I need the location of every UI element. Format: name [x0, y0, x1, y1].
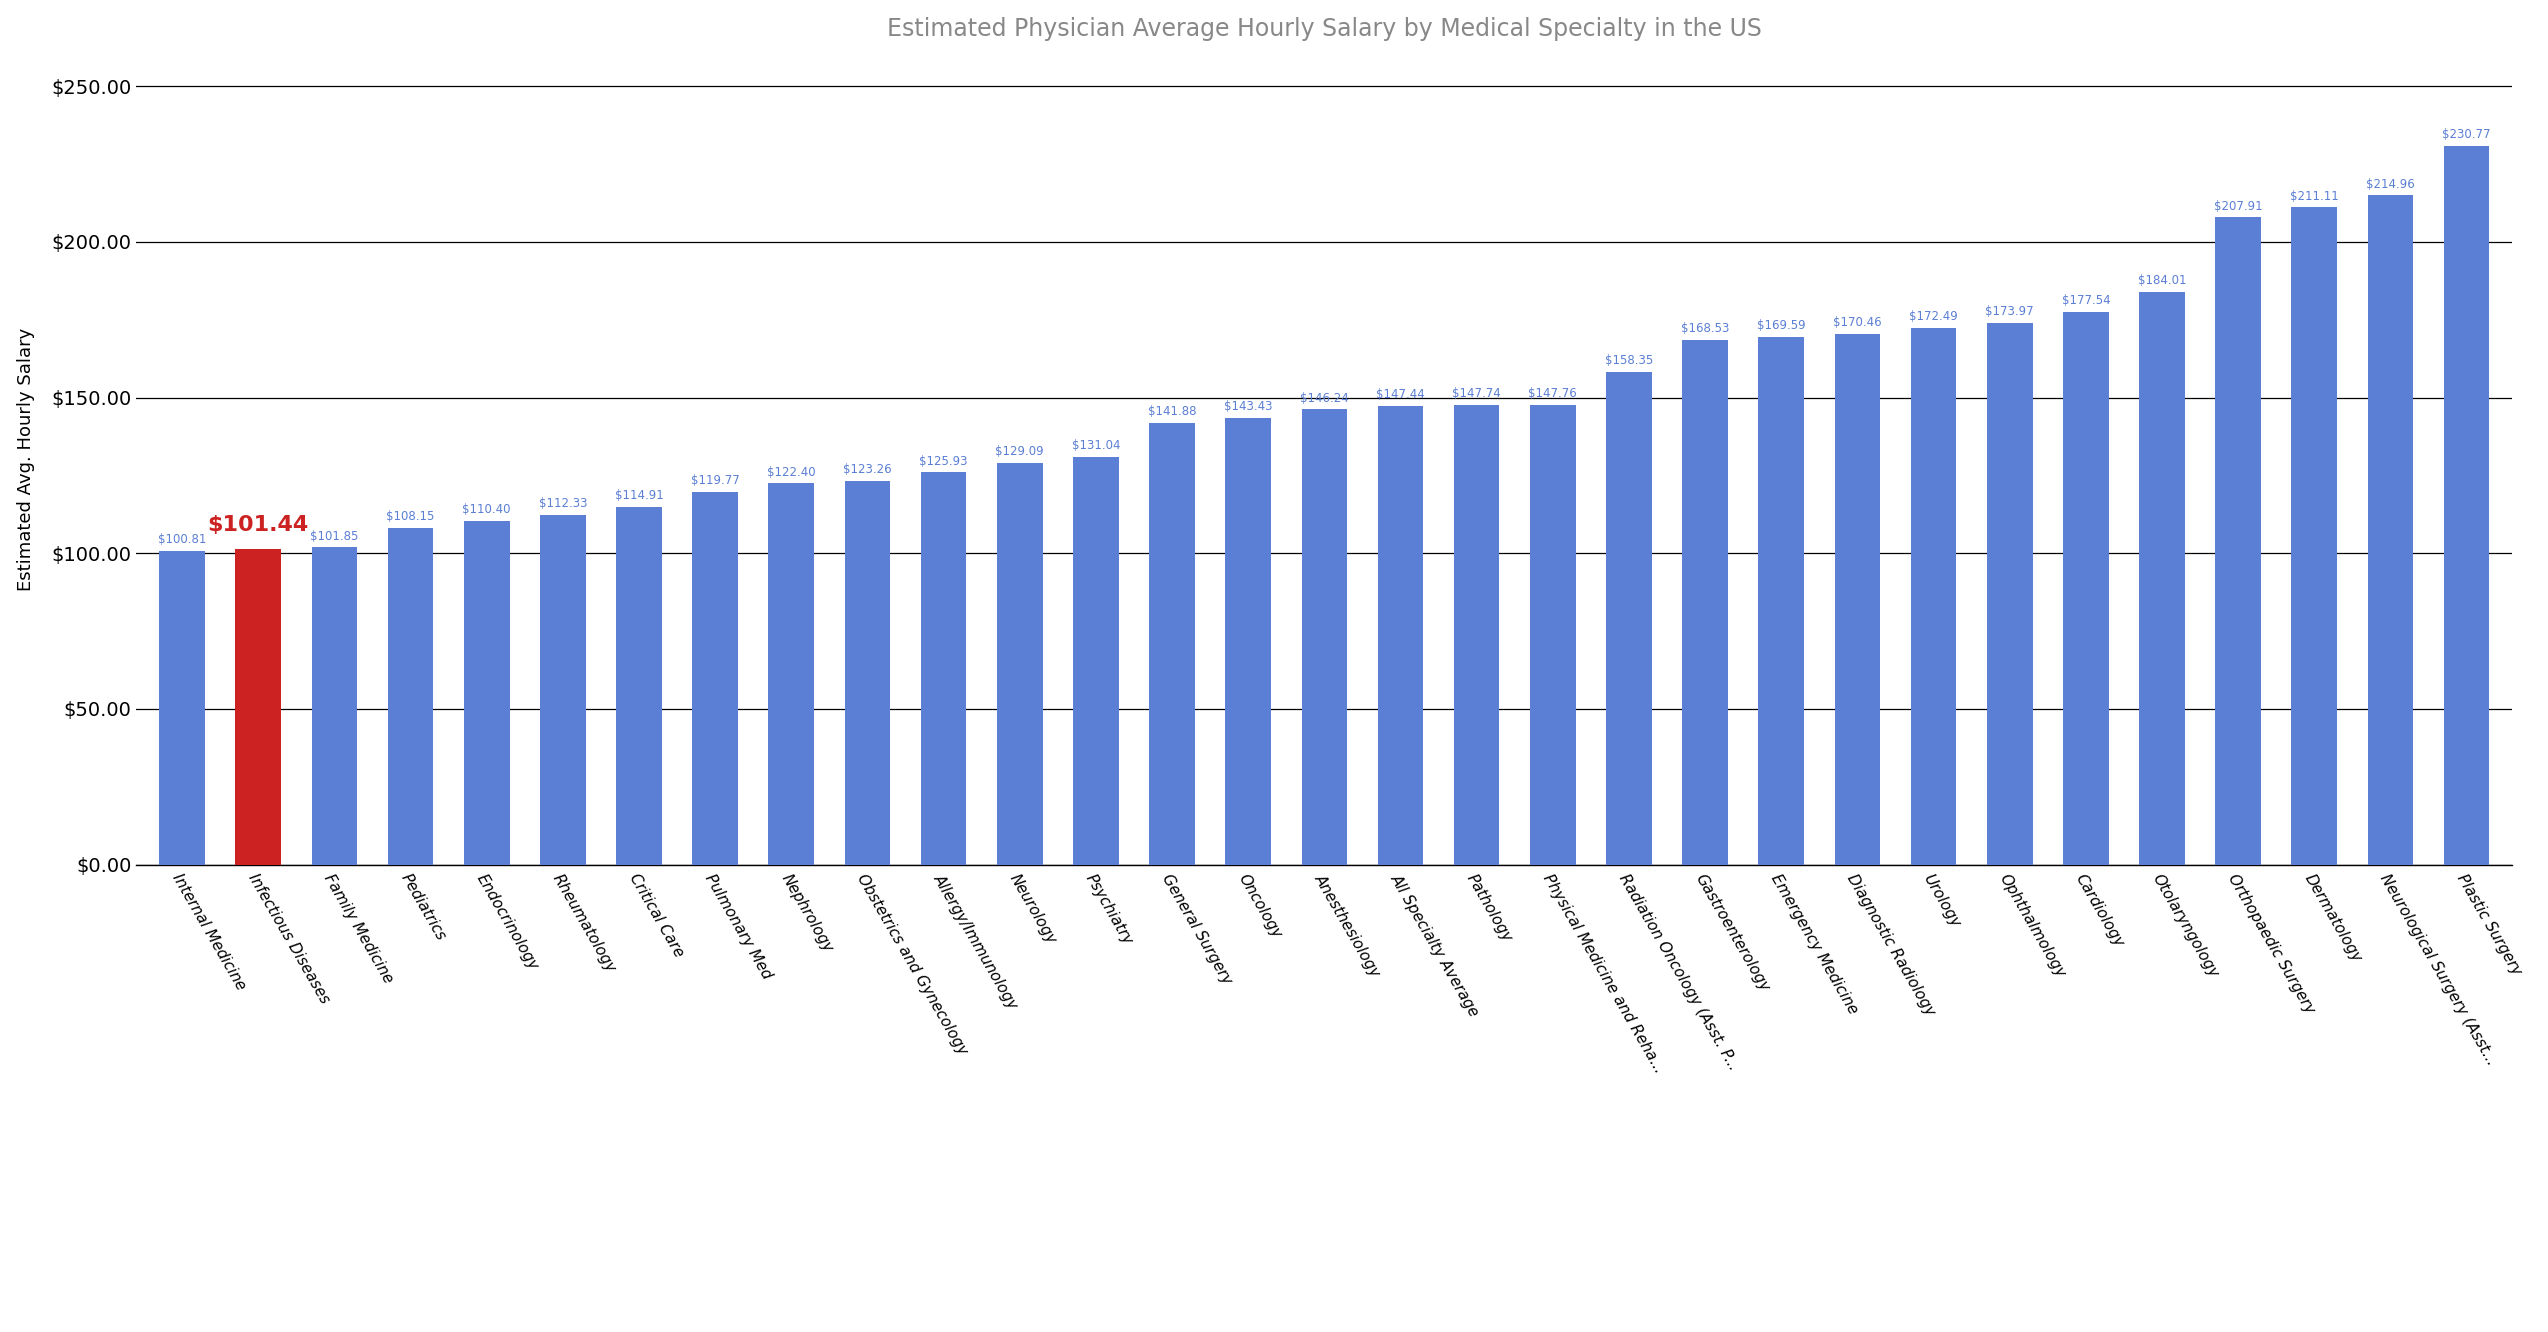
Bar — [2214, 217, 2260, 864]
Text: $100.81: $100.81 — [158, 533, 206, 546]
Text: $147.74: $147.74 — [1452, 386, 1501, 400]
Text: $172.49: $172.49 — [1908, 310, 1957, 322]
Bar — [996, 462, 1042, 864]
Text: $147.76: $147.76 — [1529, 386, 1577, 400]
Bar — [1226, 418, 1271, 864]
Bar — [1911, 328, 1957, 864]
Bar — [387, 527, 433, 864]
Text: $101.85: $101.85 — [311, 530, 359, 543]
Text: $119.77: $119.77 — [691, 474, 739, 488]
Bar — [1378, 405, 1424, 864]
Bar — [1529, 405, 1575, 864]
Text: $230.77: $230.77 — [2444, 128, 2492, 141]
Text: $131.04: $131.04 — [1073, 440, 1121, 452]
Bar — [234, 549, 280, 864]
Title: Estimated Physician Average Hourly Salary by Medical Specialty in the US: Estimated Physician Average Hourly Salar… — [887, 17, 1761, 41]
Bar — [693, 492, 739, 864]
Text: $112.33: $112.33 — [538, 497, 586, 510]
Bar — [617, 506, 662, 864]
Text: $141.88: $141.88 — [1147, 405, 1198, 418]
Text: $207.91: $207.91 — [2214, 200, 2263, 213]
Text: $122.40: $122.40 — [767, 466, 815, 478]
Text: $168.53: $168.53 — [1682, 322, 1730, 336]
Bar — [1605, 372, 1651, 864]
Bar — [464, 521, 510, 864]
Bar — [920, 473, 966, 864]
Text: $211.11: $211.11 — [2291, 189, 2339, 202]
Text: $147.44: $147.44 — [1376, 388, 1424, 401]
Bar — [2444, 147, 2489, 864]
Bar — [1758, 337, 1804, 864]
Bar — [1835, 334, 1880, 864]
Text: $146.24: $146.24 — [1299, 392, 1348, 405]
Bar — [2291, 208, 2337, 864]
Bar — [540, 515, 586, 864]
Bar — [311, 547, 357, 864]
Text: $158.35: $158.35 — [1605, 354, 1654, 366]
Bar — [1149, 422, 1195, 864]
Text: $214.96: $214.96 — [2367, 177, 2416, 190]
Text: $173.97: $173.97 — [1985, 305, 2033, 318]
Text: $129.09: $129.09 — [996, 445, 1045, 458]
Bar — [1073, 457, 1119, 864]
Text: $108.15: $108.15 — [387, 510, 436, 523]
Bar — [2064, 312, 2110, 864]
Text: $169.59: $169.59 — [1758, 318, 1807, 332]
Text: $110.40: $110.40 — [464, 503, 512, 517]
Bar — [843, 481, 889, 864]
Bar — [769, 484, 815, 864]
Text: $101.44: $101.44 — [206, 514, 308, 534]
Text: $184.01: $184.01 — [2138, 274, 2186, 286]
Bar — [1455, 405, 1498, 864]
Bar — [1682, 340, 1728, 864]
Text: $177.54: $177.54 — [2061, 294, 2110, 308]
Text: $170.46: $170.46 — [1832, 316, 1880, 329]
Text: $143.43: $143.43 — [1223, 401, 1271, 413]
Text: $123.26: $123.26 — [843, 464, 892, 476]
Text: $114.91: $114.91 — [614, 489, 662, 502]
Text: $125.93: $125.93 — [920, 454, 968, 468]
Bar — [1987, 322, 2033, 864]
Bar — [161, 550, 204, 864]
Y-axis label: Estimated Avg. Hourly Salary: Estimated Avg. Hourly Salary — [18, 328, 36, 591]
Bar — [1302, 409, 1348, 864]
Bar — [2140, 292, 2184, 864]
Bar — [2367, 196, 2413, 864]
